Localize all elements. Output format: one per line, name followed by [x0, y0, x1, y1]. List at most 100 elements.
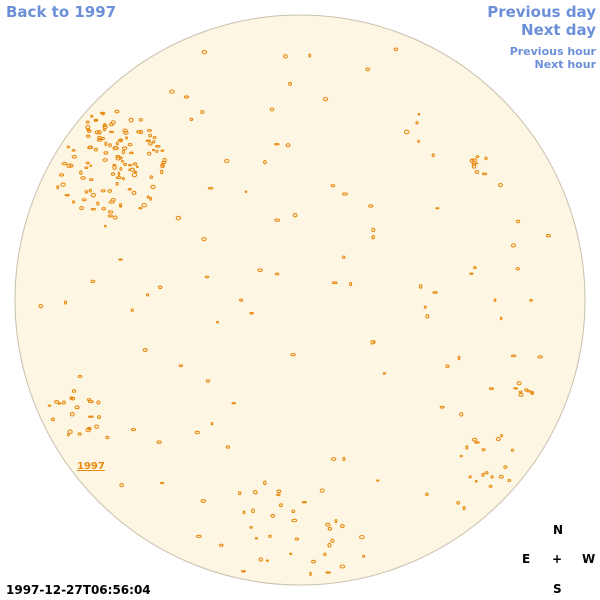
- contour-mark: [224, 158, 230, 164]
- contour-mark: [104, 141, 108, 147]
- previous-day-link[interactable]: Previous day: [487, 3, 596, 21]
- contour-mark: [85, 125, 91, 130]
- contour-mark: [57, 402, 62, 405]
- contour-mark: [138, 118, 143, 122]
- contour-mark: [376, 479, 380, 482]
- compass-south: S: [553, 582, 562, 596]
- contour-mark: [435, 207, 440, 210]
- contour-mark: [115, 156, 122, 161]
- contour-mark: [308, 53, 312, 58]
- contour-mark: [471, 437, 478, 442]
- year-marker-link[interactable]: 1997: [77, 461, 105, 472]
- contour-mark: [156, 440, 162, 444]
- contour-mark: [330, 457, 337, 462]
- contour-mark: [252, 490, 258, 495]
- contour-mark: [97, 415, 101, 420]
- contour-mark: [61, 400, 66, 405]
- contour-mark: [71, 154, 78, 159]
- contour-mark: [240, 570, 247, 573]
- contour-mark: [474, 170, 480, 175]
- contour-mark: [423, 305, 427, 309]
- contour-mark: [124, 136, 129, 140]
- contour-mark: [119, 166, 123, 171]
- contour-mark: [61, 161, 68, 166]
- contour-mark: [323, 552, 327, 556]
- contour-mark: [66, 145, 71, 149]
- contour-mark: [339, 564, 346, 569]
- contour-mark: [291, 509, 296, 514]
- contour-mark: [201, 237, 207, 242]
- contour-mark: [342, 456, 346, 462]
- contour-mark: [155, 149, 159, 153]
- contour-mark: [417, 139, 420, 143]
- contour-mark: [275, 493, 281, 497]
- contour-mark: [500, 433, 503, 438]
- contour-mark: [189, 117, 194, 122]
- contour-mark: [445, 364, 450, 369]
- contour-mark: [99, 111, 106, 115]
- contour-mark: [115, 181, 119, 186]
- contour-mark: [112, 215, 118, 220]
- contour-mark: [87, 400, 94, 404]
- contour-mark: [71, 389, 77, 393]
- contour-mark: [47, 404, 52, 407]
- next-day-link[interactable]: Next day: [521, 21, 596, 39]
- contour-mark: [74, 405, 80, 410]
- contour-mark: [122, 128, 128, 133]
- contour-mark: [459, 412, 464, 417]
- contour-mark: [71, 149, 76, 152]
- contour-mark: [94, 424, 100, 429]
- contour-mark: [85, 161, 90, 165]
- contour-mark: [121, 176, 125, 181]
- next-hour-link[interactable]: Next hour: [534, 58, 597, 71]
- contour-mark: [69, 163, 74, 168]
- contour-mark: [310, 559, 317, 564]
- contour-mark: [471, 158, 478, 162]
- contour-mark: [274, 272, 280, 276]
- contour-mark: [340, 524, 345, 529]
- contour-mark: [294, 537, 300, 541]
- contour-mark: [101, 207, 106, 211]
- contour-mark: [88, 188, 92, 193]
- contour-mark: [371, 227, 376, 233]
- contour-mark: [309, 571, 312, 577]
- contour-mark: [537, 355, 543, 359]
- contour-mark: [488, 387, 495, 390]
- contour-mark: [439, 405, 445, 409]
- previous-hour-link[interactable]: Previous hour: [509, 45, 596, 58]
- contour-mark: [84, 166, 89, 170]
- contour-mark: [200, 109, 205, 115]
- back-to-year-link[interactable]: Back to 1997: [6, 3, 117, 21]
- contour-mark: [127, 187, 132, 191]
- contour-mark: [289, 552, 293, 555]
- contour-mark: [242, 510, 246, 515]
- contour-mark: [136, 130, 141, 134]
- contour-mark: [325, 522, 331, 527]
- contour-mark: [93, 147, 98, 152]
- contour-mark: [119, 202, 122, 208]
- contour-mark: [194, 430, 200, 435]
- contour-mark: [129, 151, 134, 155]
- contour-mark: [87, 415, 94, 418]
- contour-mark: [510, 354, 517, 358]
- contour-mark: [108, 200, 115, 204]
- contour-mark: [488, 484, 493, 488]
- contour-mark: [64, 194, 70, 197]
- contour-mark: [518, 392, 524, 397]
- contour-mark: [117, 171, 121, 177]
- contour-mark: [499, 316, 503, 321]
- compass-east: E: [522, 552, 531, 566]
- contour-mark: [96, 400, 101, 405]
- contour-mark: [131, 190, 137, 196]
- contour-mark: [225, 445, 231, 449]
- contour-mark: [108, 143, 112, 148]
- contour-mark: [130, 428, 137, 432]
- contour-mark: [327, 542, 332, 548]
- contour-mark: [60, 182, 66, 187]
- contour-mark: [107, 210, 114, 214]
- contour-mark: [81, 198, 87, 202]
- contour-mark: [342, 192, 348, 196]
- contour-mark: [77, 375, 83, 378]
- contour-mark: [96, 138, 103, 142]
- contour-mark: [148, 133, 152, 138]
